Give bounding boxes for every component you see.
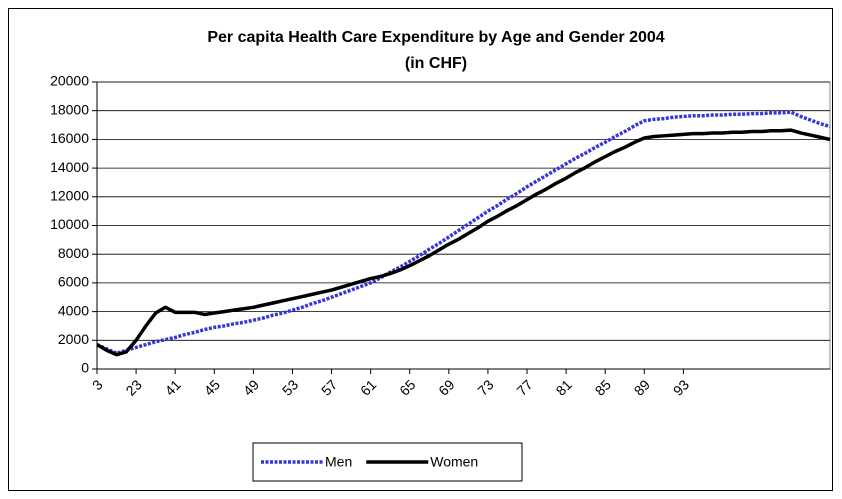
y-tick-label: 2000 — [58, 331, 89, 347]
y-tick-label: 6000 — [58, 274, 89, 290]
y-tick-label: 10000 — [50, 216, 89, 232]
legend-label: Women — [430, 454, 478, 470]
y-tick-label: 20000 — [50, 73, 89, 89]
line-series — [96, 128, 831, 357]
chart-subtitle: (in CHF) — [405, 55, 467, 72]
y-tick-label: 4000 — [58, 302, 89, 318]
legend-label: Men — [325, 454, 352, 470]
y-tick-label: 12000 — [50, 188, 89, 204]
y-tick-label: 18000 — [50, 101, 89, 117]
chart-title: Per capita Health Care Expenditure by Ag… — [207, 29, 664, 46]
y-tick-label: 8000 — [58, 245, 89, 261]
y-tick-label: 14000 — [50, 159, 89, 175]
y-tick-label: 16000 — [50, 130, 89, 146]
line-series — [96, 110, 831, 355]
y-tick-label: 0 — [81, 360, 89, 376]
